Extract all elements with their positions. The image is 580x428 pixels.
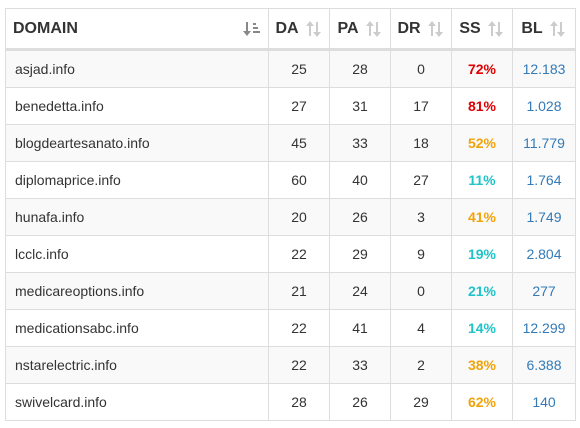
cell-dr: 0 [390, 49, 452, 88]
cell-domain: lcclc.info [5, 235, 269, 273]
header-bl-label: BL [521, 19, 543, 37]
cell-ss: 41% [451, 198, 513, 236]
header-da[interactable]: DA [268, 8, 330, 51]
cell-dr: 3 [390, 198, 452, 236]
table-body: asjad.info 25 28 0 72% 12.183 benedetta.… [5, 49, 576, 421]
header-da-label: DA [275, 19, 299, 37]
cell-domain: benedetta.info [5, 87, 269, 125]
cell-dr: 2 [390, 346, 452, 384]
cell-domain: asjad.info [5, 49, 269, 88]
cell-da: 27 [268, 87, 330, 125]
header-dr[interactable]: DR [390, 8, 452, 51]
cell-bl: 6.388 [512, 346, 576, 384]
header-ss-label: SS [459, 19, 481, 37]
table-row: benedetta.info 27 31 17 81% 1.028 [5, 87, 576, 125]
cell-pa: 40 [329, 161, 391, 199]
cell-da: 60 [268, 161, 330, 199]
cell-da: 20 [268, 198, 330, 236]
table-row: swivelcard.info 28 26 29 62% 140 [5, 383, 576, 421]
cell-domain: medicareoptions.info [5, 272, 269, 310]
cell-bl: 12.299 [512, 309, 576, 347]
table-row: medicationsabc.info 22 41 4 14% 12.299 [5, 309, 576, 347]
cell-pa: 41 [329, 309, 391, 347]
sort-both-icon[interactable] [487, 20, 505, 38]
cell-domain: diplomaprice.info [5, 161, 269, 199]
cell-ss: 62% [451, 383, 513, 421]
sort-both-icon[interactable] [365, 20, 383, 38]
cell-ss: 81% [451, 87, 513, 125]
cell-da: 22 [268, 235, 330, 273]
cell-da: 22 [268, 346, 330, 384]
table-row: nstarelectric.info 22 33 2 38% 6.388 [5, 346, 576, 384]
cell-domain: swivelcard.info [5, 383, 269, 421]
cell-pa: 26 [329, 383, 391, 421]
header-domain-label: DOMAIN [13, 19, 78, 37]
cell-bl: 12.183 [512, 49, 576, 88]
cell-bl: 277 [512, 272, 576, 310]
cell-pa: 33 [329, 124, 391, 162]
cell-domain: blogdeartesanato.info [5, 124, 269, 162]
cell-pa: 31 [329, 87, 391, 125]
cell-da: 28 [268, 383, 330, 421]
header-pa[interactable]: PA [329, 8, 391, 51]
cell-da: 45 [268, 124, 330, 162]
cell-pa: 26 [329, 198, 391, 236]
cell-ss: 21% [451, 272, 513, 310]
cell-dr: 9 [390, 235, 452, 273]
cell-ss: 52% [451, 124, 513, 162]
cell-da: 22 [268, 309, 330, 347]
cell-dr: 29 [390, 383, 452, 421]
cell-bl: 11.779 [512, 124, 576, 162]
cell-bl: 1.749 [512, 198, 576, 236]
header-pa-label: PA [337, 19, 359, 37]
table-row: diplomaprice.info 60 40 27 11% 1.764 [5, 161, 576, 199]
cell-ss: 72% [451, 49, 513, 88]
header-ss[interactable]: SS [451, 8, 513, 51]
table-row: lcclc.info 22 29 9 19% 2.804 [5, 235, 576, 273]
table-row: blogdeartesanato.info 45 33 18 52% 11.77… [5, 124, 576, 162]
cell-dr: 17 [390, 87, 452, 125]
header-dr-label: DR [397, 19, 421, 37]
header-bl[interactable]: BL [512, 8, 576, 51]
sort-both-icon[interactable] [427, 20, 445, 38]
table-row: medicareoptions.info 21 24 0 21% 277 [5, 272, 576, 310]
cell-ss: 19% [451, 235, 513, 273]
sort-active-icon[interactable] [243, 20, 261, 38]
cell-bl: 2.804 [512, 235, 576, 273]
cell-pa: 24 [329, 272, 391, 310]
table-header-row: DOMAIN DA [5, 8, 576, 51]
cell-pa: 33 [329, 346, 391, 384]
domain-metrics-table: DOMAIN DA [5, 8, 576, 421]
cell-dr: 27 [390, 161, 452, 199]
cell-dr: 0 [390, 272, 452, 310]
cell-domain: medicationsabc.info [5, 309, 269, 347]
cell-da: 25 [268, 49, 330, 88]
sort-both-icon[interactable] [305, 20, 323, 38]
cell-bl: 1.764 [512, 161, 576, 199]
sort-both-icon[interactable] [549, 20, 567, 38]
table-row: hunafa.info 20 26 3 41% 1.749 [5, 198, 576, 236]
header-domain[interactable]: DOMAIN [5, 8, 269, 51]
cell-ss: 14% [451, 309, 513, 347]
cell-bl: 1.028 [512, 87, 576, 125]
cell-domain: nstarelectric.info [5, 346, 269, 384]
cell-pa: 28 [329, 49, 391, 88]
cell-domain: hunafa.info [5, 198, 269, 236]
cell-pa: 29 [329, 235, 391, 273]
cell-bl: 140 [512, 383, 576, 421]
cell-ss: 11% [451, 161, 513, 199]
cell-ss: 38% [451, 346, 513, 384]
cell-dr: 4 [390, 309, 452, 347]
table-row: asjad.info 25 28 0 72% 12.183 [5, 49, 576, 88]
cell-da: 21 [268, 272, 330, 310]
cell-dr: 18 [390, 124, 452, 162]
